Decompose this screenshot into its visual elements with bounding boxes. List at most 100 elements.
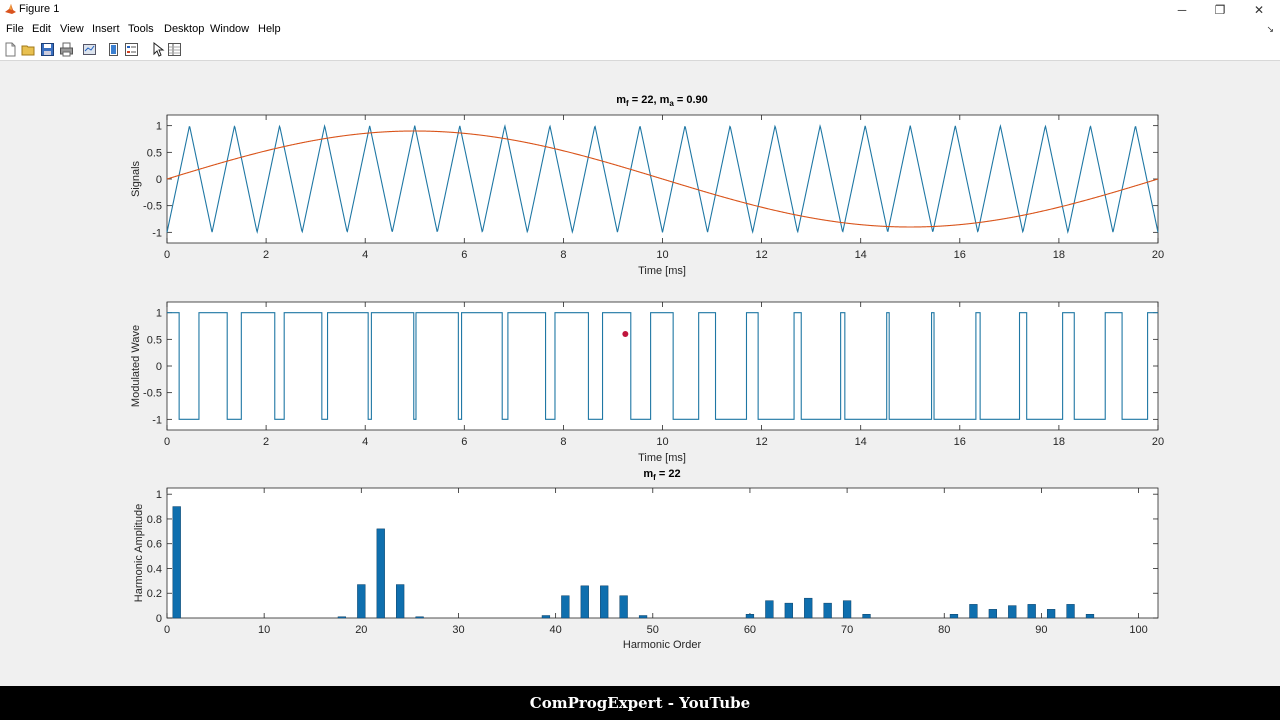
axes-harmonic-spectrum[interactable]: 0 10 20 30 40 50 60 70 80 90 100 0 0.2 0.4 0.6 0.8 1 mf … (133, 468, 1159, 651)
restore-button[interactable]: ❐ (1214, 3, 1226, 17)
x-tick-label: 30 (452, 624, 464, 636)
x-tick-label: 0 (164, 436, 170, 448)
menu-insert[interactable]: Insert (92, 23, 120, 35)
x-tick-label: 6 (461, 249, 467, 261)
x-tick-label: 8 (560, 436, 566, 448)
x-tick-label: 70 (841, 624, 853, 636)
link-plot-icon[interactable] (82, 42, 97, 57)
harmonic-bar (745, 614, 755, 619)
axes-1-ylabel: Signals (130, 160, 142, 197)
x-tick-label: 20 (355, 624, 367, 636)
axes-1-xlabel: Time [ms] (638, 265, 686, 277)
dock-arrow-icon[interactable]: ↘ (1266, 24, 1274, 34)
open-file-icon[interactable] (21, 42, 36, 57)
axes-modulated-wave[interactable]: 0 2 4 6 8 10 12 14 16 18 20 -1 -0.5 0 0.5 1 Time [ms] M… (130, 301, 1164, 464)
y-tick-label: 1 (156, 489, 162, 501)
matlab-logo-icon (5, 4, 16, 14)
harmonic-bar (172, 506, 181, 619)
axes-2-ylabel: Modulated Wave (130, 325, 142, 407)
harmonic-bar (949, 614, 959, 619)
x-tick-label: 14 (855, 436, 867, 448)
menu-file[interactable]: File (6, 23, 24, 35)
x-tick-label: 12 (755, 436, 767, 448)
pwm-wave-line (167, 312, 1158, 420)
harmonic-bar (765, 600, 774, 619)
harmonic-bar (600, 585, 609, 619)
axes-3-box (166, 487, 1159, 619)
harmonic-bar (561, 595, 570, 619)
window-title: Figure 1 (19, 3, 60, 15)
harmonic-bar (1046, 609, 1056, 619)
x-tick-label: 80 (938, 624, 950, 636)
harmonic-bar (580, 585, 589, 619)
save-icon[interactable] (40, 42, 55, 57)
menu-help[interactable]: Help (258, 23, 281, 35)
harmonic-bar (337, 616, 347, 619)
menu-bar: File Edit View Insert Tools Desktop Wind… (0, 20, 1280, 39)
menu-desktop[interactable]: Desktop (164, 23, 205, 35)
new-figure-icon[interactable] (3, 42, 18, 57)
x-tick-label: 18 (1053, 436, 1065, 448)
y-tick-label: -0.5 (143, 388, 162, 400)
axes-2-box (166, 301, 1159, 431)
video-watermark-footer: ComProgExpert - YouTube (0, 686, 1280, 720)
harmonic-bar (784, 602, 793, 619)
colorbar-icon[interactable] (106, 42, 121, 57)
x-tick-label: 10 (656, 249, 668, 261)
y-tick-label: 0.6 (147, 539, 162, 551)
menu-view[interactable]: View (60, 23, 84, 35)
menu-tools[interactable]: Tools (128, 23, 154, 35)
x-tick-label: 20 (1152, 436, 1164, 448)
harmonic-bar (804, 597, 813, 619)
x-tick-label: 100 (1129, 624, 1147, 636)
print-icon[interactable] (59, 42, 74, 57)
property-inspector-icon[interactable] (167, 42, 182, 57)
harmonic-bars (172, 506, 1095, 619)
data-cursor-marker[interactable] (622, 331, 629, 337)
y-tick-label: 0 (156, 361, 162, 373)
carrier-triangle-line (166, 123, 1159, 235)
axes-signals[interactable]: 0 2 4 6 8 10 12 14 16 18 20 -1 -0.5 0 0.5 1 mf = 22, ma… (130, 94, 1164, 277)
harmonic-bar (1027, 604, 1036, 619)
x-tick-label: 4 (362, 249, 368, 261)
minimize-button[interactable]: ─ (1177, 3, 1187, 17)
harmonic-bar (376, 528, 385, 619)
harmonic-bar (862, 614, 871, 619)
x-tick-label: 0 (164, 624, 170, 636)
harmonic-bar (823, 602, 832, 619)
axes-1-title: mf = 22, ma = 0.90 (616, 94, 708, 108)
figure-toolbar (0, 39, 1280, 61)
y-tick-label: 0.4 (147, 563, 162, 575)
x-tick-label: 18 (1053, 249, 1065, 261)
axes-3-ylabel: Harmonic Amplitude (133, 504, 145, 602)
x-tick-label: 12 (755, 249, 767, 261)
figure-canvas: 0 2 4 6 8 10 12 14 16 18 20 -1 -0.5 0 0.5 1 mf = 22, ma… (0, 62, 1280, 686)
harmonic-bar (988, 609, 997, 619)
legend-icon[interactable] (124, 42, 139, 57)
y-tick-label: 0.5 (147, 334, 162, 346)
y-tick-label: 1 (156, 121, 162, 133)
x-tick-label: 4 (362, 436, 368, 448)
axes-3-ticks: 0 10 20 30 40 50 60 70 80 90 100 0 0.2 0.4 0.6 0.8 1 (147, 488, 1158, 636)
x-tick-label: 10 (258, 624, 270, 636)
harmonic-bar (619, 595, 628, 619)
x-tick-label: 16 (954, 436, 966, 448)
y-tick-label: 1 (156, 308, 162, 320)
close-button[interactable]: ✕ (1253, 3, 1265, 17)
harmonic-bar (357, 584, 366, 619)
menu-edit[interactable]: Edit (32, 23, 51, 35)
x-tick-label: 2 (263, 249, 269, 261)
y-tick-label: -1 (152, 227, 162, 239)
x-tick-label: 50 (647, 624, 659, 636)
edit-plot-arrow-icon[interactable] (150, 42, 165, 57)
x-tick-label: 90 (1035, 624, 1047, 636)
reference-sine-line (166, 130, 1159, 228)
window-titlebar: Figure 1 ─ ❐ ✕ (0, 0, 1280, 20)
x-tick-label: 60 (744, 624, 756, 636)
menu-window[interactable]: Window (210, 23, 250, 35)
harmonic-bar (1066, 604, 1075, 619)
x-tick-label: 0 (164, 249, 170, 261)
x-tick-label: 10 (656, 436, 668, 448)
harmonic-bar (1008, 605, 1017, 619)
x-tick-label: 6 (461, 436, 467, 448)
